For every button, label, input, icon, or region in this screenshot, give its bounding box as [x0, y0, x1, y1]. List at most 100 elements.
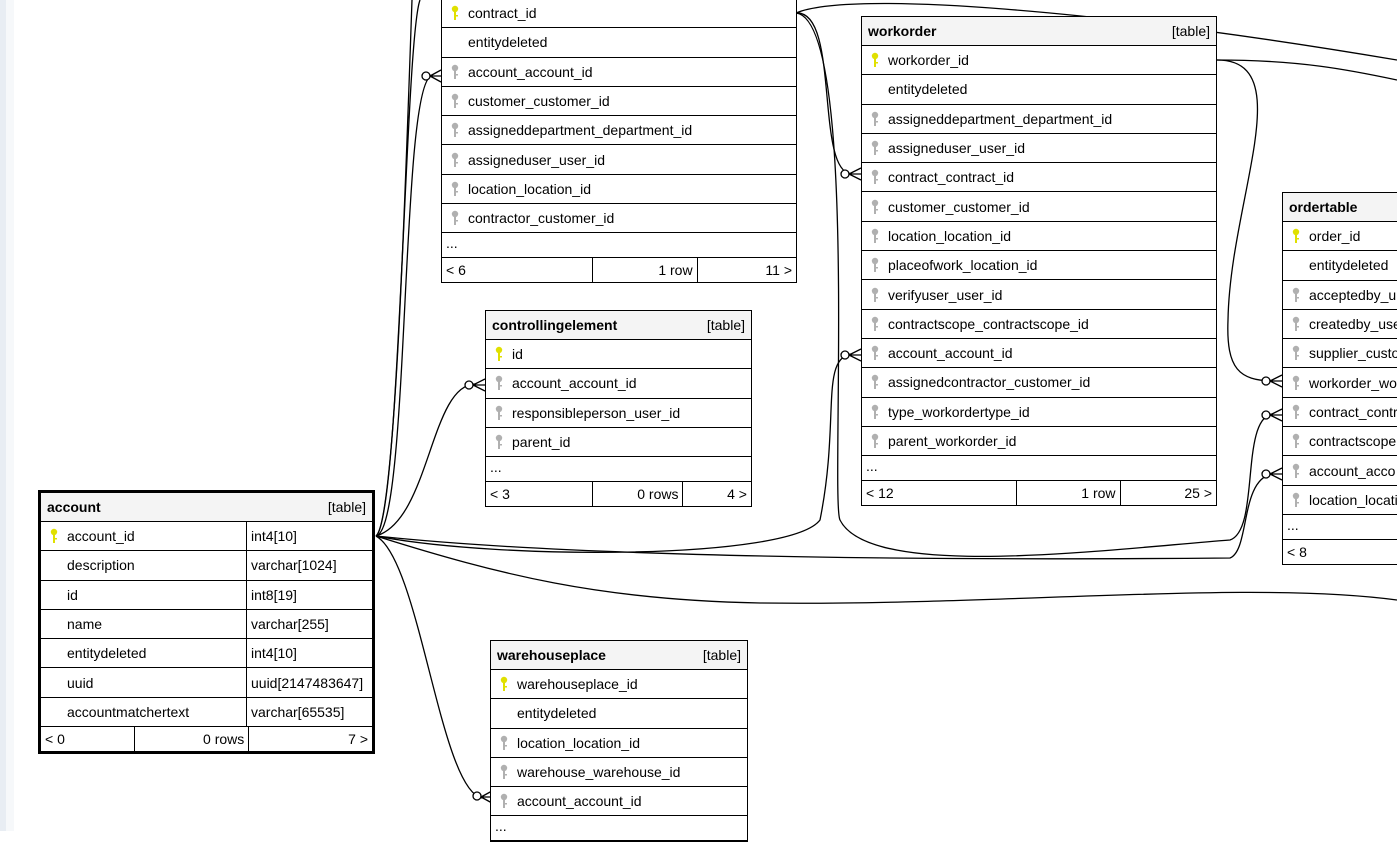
column-row[interactable]: contract_contr [1283, 398, 1397, 428]
column-name: order_id [1309, 228, 1361, 245]
column-row[interactable]: uuid uuid[2147483647] [41, 668, 372, 698]
column-row[interactable]: contract_contract_id [862, 163, 1216, 193]
column-name: accountmatchertext [67, 703, 190, 720]
table-header[interactable]: controllingelement [table] [486, 311, 751, 340]
column-row[interactable]: createdby_use [1283, 310, 1397, 340]
footer-next[interactable]: 4 > [682, 482, 751, 507]
column-row[interactable]: account_account_id [486, 369, 751, 399]
foreign-key-icon [1283, 433, 1309, 449]
foreign-key-icon [1283, 287, 1309, 303]
column-row[interactable]: account_account_id [442, 58, 796, 87]
column-name: entitydeleted [468, 34, 548, 51]
column-row[interactable]: workorder_id [862, 46, 1216, 76]
table-workorder[interactable]: workorder [table] workorder_id entitydelete… [861, 16, 1217, 507]
column-row[interactable]: account_account_id [862, 339, 1216, 369]
table-header[interactable]: account [table] [41, 493, 372, 522]
table-account[interactable]: account [table] account_id int4[10] descript… [38, 490, 375, 755]
foreign-key-icon [442, 93, 468, 109]
column-row[interactable]: parent_workorder_id [862, 427, 1216, 457]
table-controllingelement[interactable]: controllingelement [table] id account_accou… [485, 310, 752, 508]
column-name: contract_contract_id [888, 169, 1015, 186]
column-row[interactable]: location_location_id [862, 222, 1216, 252]
column-row[interactable]: contractor_customer_id [442, 204, 796, 234]
column-row[interactable]: entitydeleted int4[10] [41, 639, 372, 669]
column-name: account_account_id [888, 345, 1013, 362]
column-row[interactable]: customer_customer_id [862, 192, 1216, 222]
column-row[interactable]: entitydeleted [1283, 251, 1397, 281]
table-name: workorder [868, 23, 937, 39]
footer-rows: 0 rows [134, 727, 248, 752]
more-columns[interactable]: ... [491, 816, 747, 842]
column-row[interactable]: contractscope [1283, 427, 1397, 457]
relation-account-contract [375, 75, 432, 537]
column-row[interactable]: assigneduser_user_id [442, 145, 796, 175]
column-row[interactable]: warehouse_warehouse_id [491, 758, 747, 788]
more-columns[interactable]: ... [862, 456, 1216, 482]
more-columns[interactable]: ... [1283, 515, 1397, 540]
column-row[interactable]: entitydeleted [862, 75, 1216, 105]
column-row[interactable]: acceptedby_u [1283, 281, 1397, 310]
footer-prev[interactable]: < 3 [490, 486, 510, 503]
column-row[interactable]: account_id int4[10] [41, 522, 372, 552]
column-name: id [512, 346, 523, 363]
column-name: supplier_custo [1309, 345, 1397, 362]
foreign-key-icon [862, 257, 888, 273]
column-row[interactable]: order_id [1283, 222, 1397, 252]
more-columns[interactable]: ... [486, 457, 751, 483]
column-row[interactable]: location_location_id [491, 729, 747, 758]
table-warehouseplace[interactable]: warehouseplace [table] warehouseplace_id en… [490, 640, 748, 842]
column-name: account_acco [1309, 462, 1396, 479]
column-name: assigneduser_user_id [468, 151, 605, 168]
footer-prev[interactable]: < 12 [866, 485, 894, 502]
table-header[interactable]: workorder [table] [862, 17, 1216, 46]
footer-next[interactable]: 11 > [696, 258, 796, 283]
column-name: placeofwork_location_id [888, 257, 1038, 274]
column-row[interactable]: location_location_id [442, 175, 796, 205]
column-row[interactable]: contract_id [442, 0, 796, 29]
column-row[interactable]: account_acco [1283, 456, 1397, 486]
column-row[interactable]: description varchar[1024] [41, 551, 372, 581]
column-row[interactable]: entitydeleted [491, 699, 747, 729]
column-row[interactable]: location_locati [1283, 486, 1397, 515]
column-row[interactable]: verifyuser_user_id [862, 280, 1216, 310]
table-contract[interactable]: contract_id entitydeleted account_account_… [441, 0, 797, 284]
column-row[interactable]: type_workordertype_id [862, 398, 1216, 427]
column-row[interactable]: entitydeleted [442, 28, 796, 58]
column-row[interactable]: supplier_custo [1283, 339, 1397, 369]
relation-contract-other [795, 2, 1397, 61]
column-row[interactable]: responsibleperson_user_id [486, 399, 751, 428]
column-row[interactable]: id int8[19] [41, 580, 372, 610]
column-row[interactable]: assigneddepartment_department_id [442, 116, 796, 146]
column-name: acceptedby_u [1309, 286, 1397, 303]
footer-prev[interactable]: < 6 [446, 262, 466, 279]
footer-rows: 0 rows [592, 482, 682, 507]
column-row[interactable]: workorder_wo [1283, 368, 1397, 398]
column-type: varchar[255] [246, 609, 372, 639]
footer-prev[interactable]: < 8 [1287, 543, 1307, 560]
column-row[interactable]: name varchar[255] [41, 609, 372, 640]
table-header[interactable]: warehouseplace [table] [491, 641, 747, 670]
footer-next[interactable]: 7 > [248, 727, 372, 752]
more-columns[interactable]: ... [442, 233, 796, 259]
table-footer: < 12 1 row 25 > [862, 481, 1216, 506]
column-row[interactable]: assigneduser_user_id [862, 134, 1216, 164]
relation-account-contract-3 [375, 0, 413, 537]
column-row[interactable]: id [486, 340, 751, 370]
foreign-key-icon [486, 434, 512, 450]
table-ordertable[interactable]: ordertable order_id entitydeleted acceptedb… [1282, 192, 1397, 565]
column-row[interactable]: account_account_id [491, 787, 747, 817]
footer-next[interactable]: 25 > [1119, 481, 1216, 506]
column-row[interactable]: assigneddepartment_department_id [862, 105, 1216, 134]
column-row[interactable]: assignedcontractor_customer_id [862, 368, 1216, 398]
column-row[interactable]: warehouseplace_id [491, 670, 747, 700]
column-row[interactable]: placeofwork_location_id [862, 251, 1216, 281]
foreign-key-icon [862, 199, 888, 215]
column-row[interactable]: contractscope_contractscope_id [862, 310, 1216, 339]
column-row[interactable]: accountmatchertext varchar[65535] [41, 697, 372, 728]
relation-account-contract-2 [375, 0, 421, 537]
table-header[interactable]: ordertable [1283, 193, 1397, 222]
column-name: responsibleperson_user_id [512, 404, 681, 421]
column-row[interactable]: customer_customer_id [442, 87, 796, 117]
column-row[interactable]: parent_id [486, 428, 751, 458]
footer-prev[interactable]: < 0 [45, 731, 65, 748]
